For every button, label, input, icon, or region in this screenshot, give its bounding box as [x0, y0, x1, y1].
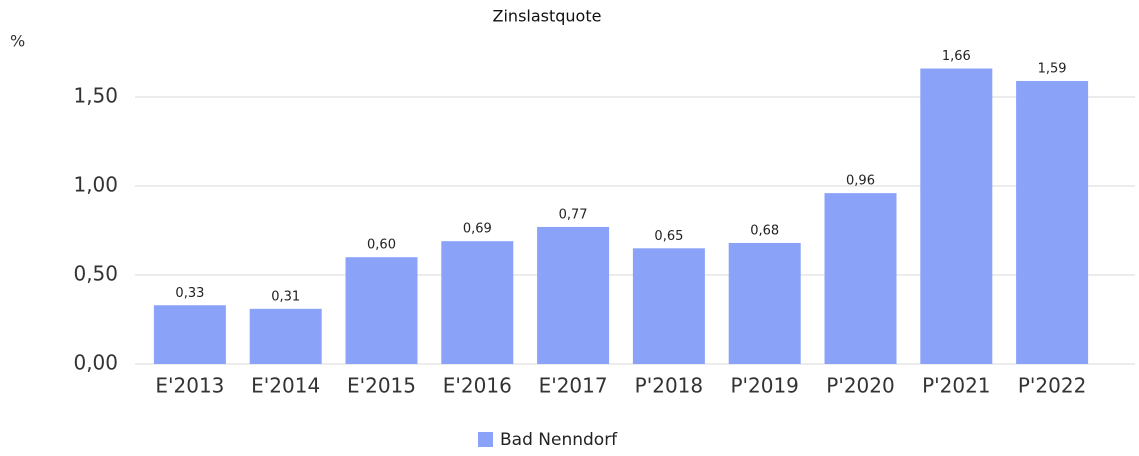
bar	[345, 257, 418, 364]
x-tick-label: P'2021	[922, 374, 990, 398]
y-tick-label: 1,00	[73, 173, 118, 197]
value-label: 0,68	[750, 223, 779, 238]
bar	[249, 308, 322, 364]
bar	[728, 242, 801, 364]
y-tick-label: 1,50	[73, 84, 118, 108]
legend-label: Bad Nenndorf	[500, 430, 618, 450]
bar	[1016, 80, 1089, 364]
value-label: 1,59	[1038, 61, 1067, 76]
y-tick-label: 0,50	[73, 262, 118, 286]
bar	[920, 68, 993, 365]
bar	[153, 305, 226, 364]
value-label: 0,69	[463, 222, 492, 237]
value-label: 0,31	[271, 289, 300, 304]
bar	[537, 226, 610, 364]
value-label: 0,33	[175, 286, 204, 301]
legend-swatch	[478, 432, 493, 447]
value-label: 0,96	[846, 174, 875, 189]
x-tick-label: E'2017	[539, 374, 608, 398]
x-tick-label: P'2022	[1018, 374, 1086, 398]
x-tick-label: E'2016	[443, 374, 512, 398]
value-label: 1,66	[942, 49, 971, 64]
x-tick-label: P'2020	[826, 374, 894, 398]
x-tick-label: E'2015	[347, 374, 416, 398]
bar	[632, 248, 705, 364]
y-axis-label: %	[10, 32, 25, 51]
x-tick-label: E'2014	[251, 374, 320, 398]
value-label: 0,60	[367, 238, 396, 253]
value-label: 0,65	[654, 229, 683, 244]
x-tick-label: P'2018	[635, 374, 703, 398]
x-tick-label: P'2019	[730, 374, 798, 398]
bar	[441, 241, 514, 364]
chart-title: Zinslastquote	[493, 7, 602, 26]
y-tick-label: 0,00	[73, 351, 118, 375]
bar	[824, 193, 897, 364]
x-tick-label: E'2013	[155, 374, 224, 398]
value-label: 0,77	[559, 207, 588, 222]
